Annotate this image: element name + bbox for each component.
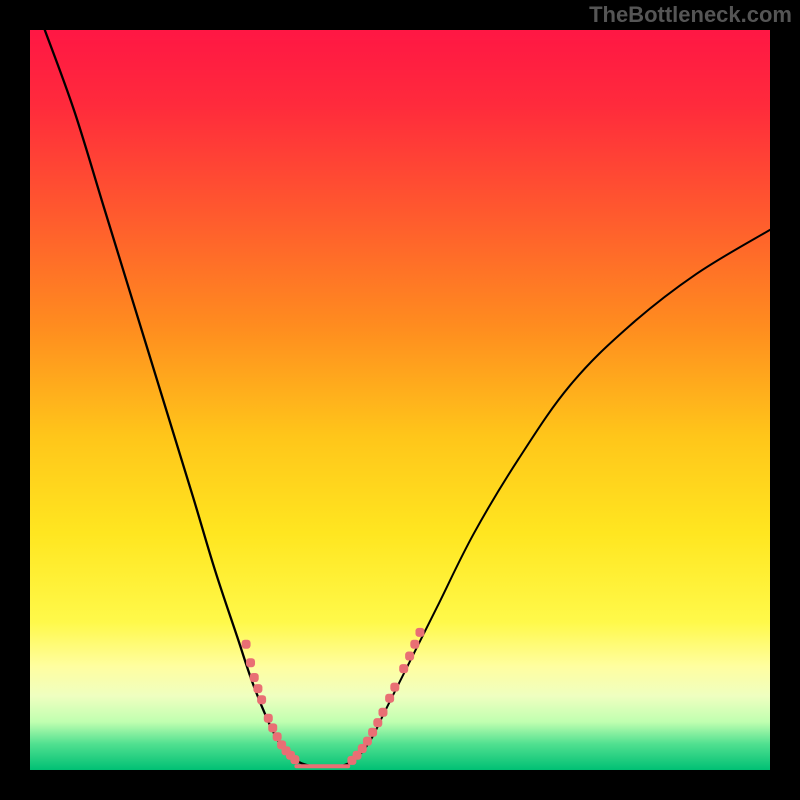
curve-right [341, 230, 770, 767]
chart-svg [30, 30, 770, 770]
chart-container: TheBottleneck.com [0, 0, 800, 800]
watermark-text: TheBottleneck.com [589, 2, 792, 28]
markers-left [242, 640, 300, 764]
curve-left [45, 30, 311, 766]
plot-area [30, 30, 770, 770]
markers-right [347, 628, 424, 765]
